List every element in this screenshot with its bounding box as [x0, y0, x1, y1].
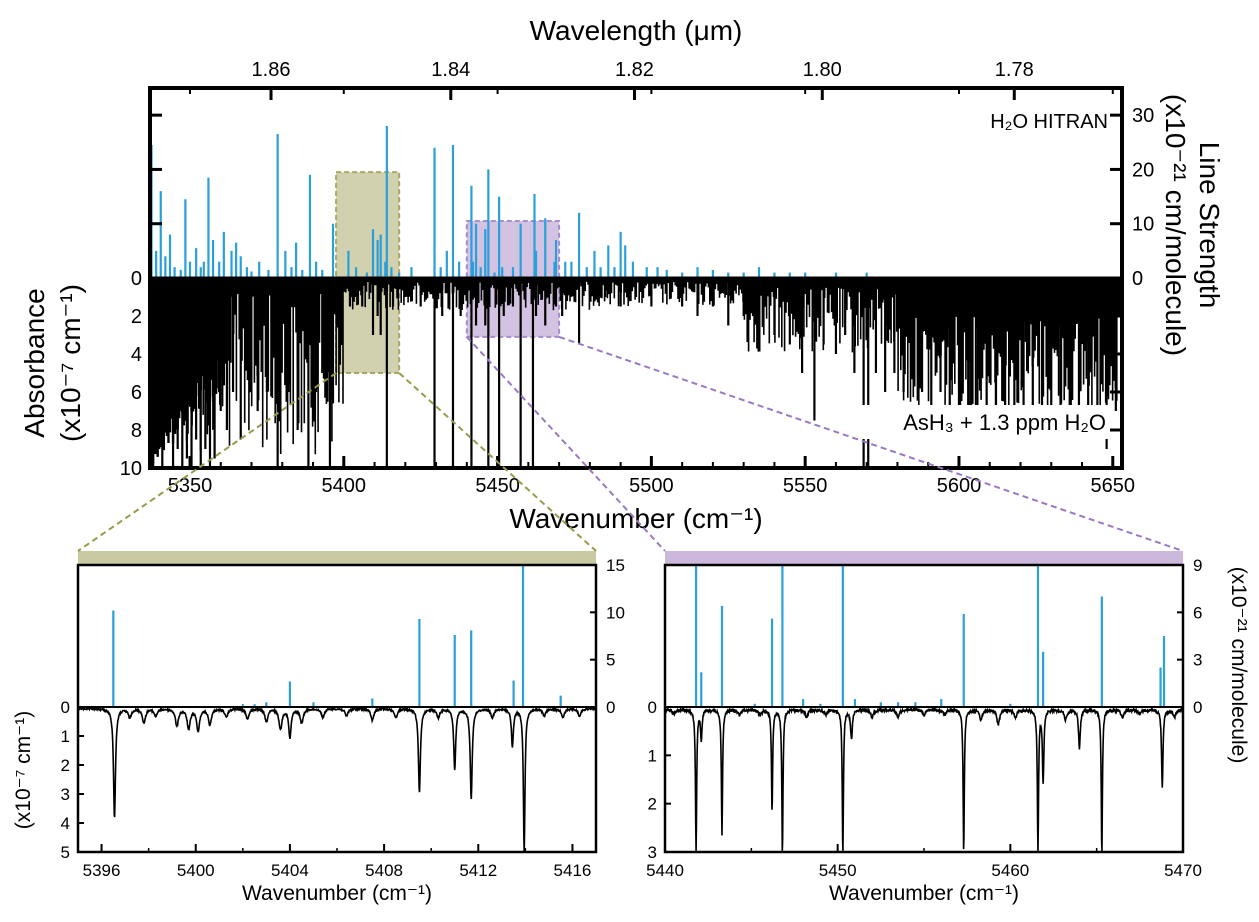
zoom-xtick-label: 5440	[646, 861, 684, 880]
hitran-annotation: H₂O HITRAN	[990, 111, 1108, 133]
zoom-left-tick-label: 0	[648, 698, 657, 717]
zoom-right-tick-label: 6	[1193, 603, 1202, 622]
main-xtick-label: 5650	[1091, 475, 1136, 497]
main-right-axis-subtitle: (x10⁻²¹ cm/molecule)	[1160, 94, 1191, 356]
zoom-left-tick-label: 1	[648, 746, 657, 765]
zoom-header-bar	[665, 551, 1183, 565]
zoom-measured-trace	[664, 706, 1184, 853]
zoom-right-tick-label: 15	[606, 556, 625, 575]
zoom-right-axis-title: (x10⁻²¹ cm/molecule)	[1227, 567, 1250, 764]
zoom-xtick-label: 5412	[459, 861, 497, 880]
zoom-panel-right: 5440 5450 5460 5470 Wavenumber (cm⁻¹) 0 1 2 3 0 3 6…	[646, 551, 1202, 905]
measured-annotation: AsH₃ + 1.3 ppm H₂O	[903, 410, 1106, 435]
zoom-plot-frame	[663, 563, 1185, 854]
main-left-tick-label: 2	[131, 306, 142, 328]
measured-annotation-background	[858, 405, 1108, 439]
main-x-axis-title: Wavenumber (cm⁻¹)	[509, 503, 762, 534]
zoom-connector-left-b	[398, 372, 597, 552]
zoom-xtick-label: 5450	[819, 861, 857, 880]
main-right-tick-label: 10	[1132, 214, 1154, 236]
zoom-left-axis-title: (x10⁻⁷ cm⁻¹)	[12, 711, 35, 829]
zoom-xtick-label: 5408	[365, 861, 403, 880]
main-top-tick-label: 1.82	[615, 59, 654, 81]
zoom-right-tick-label: 3	[1193, 651, 1202, 670]
zoom-right-tick-label: 5	[606, 651, 615, 670]
main-top-axis-title: Wavelength (μm)	[530, 15, 743, 46]
zoom-x-axis-title: Wavenumber (cm⁻¹)	[242, 882, 432, 905]
main-top-tick-label: 1.86	[252, 59, 291, 81]
main-left-tick-label: 4	[131, 344, 142, 366]
main-left-tick-label: 6	[131, 382, 142, 404]
main-right-tick-label: 0	[1132, 268, 1143, 290]
main-right-tick-label: 30	[1132, 105, 1154, 127]
zoom-left-tick-label: 0	[61, 698, 70, 717]
zoom-right-tick-label: 0	[606, 698, 615, 717]
zoom-x-axis-title: Wavenumber (cm⁻¹)	[829, 882, 1019, 905]
main-left-tick-label: 0	[131, 268, 142, 290]
zoom-left-tick-label: 1	[61, 727, 70, 746]
zoom-connector-right-a	[466, 336, 666, 552]
zoom-xtick-label: 5470	[1164, 861, 1202, 880]
zoom-xtick-label: 5396	[83, 861, 121, 880]
main-xtick-label: 5400	[322, 475, 367, 497]
main-top-tick-label: 1.78	[995, 59, 1034, 81]
main-left-tick-label: 8	[131, 420, 142, 442]
zoom-xtick-label: 5400	[177, 861, 215, 880]
main-right-tick-label: 20	[1132, 159, 1154, 181]
main-left-axis-title: Absorbance	[19, 288, 50, 437]
zoom-xtick-label: 5416	[554, 861, 592, 880]
zoom-left-tick-label: 4	[61, 814, 70, 833]
zoom-right-tick-label: 10	[606, 603, 625, 622]
main-left-tick-label: 10	[120, 458, 142, 480]
zoom-header-bar	[78, 551, 596, 565]
main-xtick-label: 5550	[783, 475, 828, 497]
main-measured-spectrum	[149, 278, 1122, 468]
zoom-xtick-label: 5460	[991, 861, 1029, 880]
main-top-tick-label: 1.80	[803, 59, 842, 81]
main-left-axis-subtitle: (x10⁻⁷ cm⁻¹)	[55, 284, 86, 442]
main-right-axis-title: Line Strength	[1194, 142, 1225, 309]
main-xtick-label: 5450	[475, 475, 520, 497]
zoom-right-tick-label: 9	[1193, 556, 1202, 575]
main-xtick-label: 5500	[629, 475, 674, 497]
zoom-connector-left-a	[77, 372, 337, 552]
zoom-highlight-box-1	[335, 171, 401, 374]
main-xtick-label: 5600	[937, 475, 982, 497]
main-top-tick-label: 1.84	[431, 59, 470, 81]
zoom-left-tick-label: 2	[61, 756, 70, 775]
zoom-right-tick-label: 0	[1193, 698, 1202, 717]
zoom-left-tick-label: 5	[61, 843, 70, 862]
zoom-left-tick-label: 3	[61, 785, 70, 804]
zoom-left-tick-label: 2	[648, 795, 657, 814]
zoom-xtick-label: 5404	[271, 861, 309, 880]
zoom-left-tick-label: 3	[648, 843, 657, 862]
main-xtick-label: 5350	[168, 475, 213, 497]
zoom-measured-trace	[77, 705, 597, 853]
main-hitran-spectrum	[150, 126, 868, 278]
